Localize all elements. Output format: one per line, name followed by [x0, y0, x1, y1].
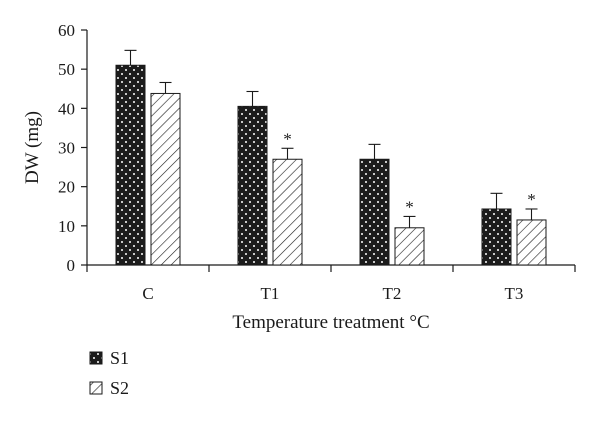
legend-swatch-s1 [89, 351, 103, 365]
y-tick-label: 20 [58, 178, 75, 197]
legend-swatch-s2 [89, 381, 103, 395]
y-tick-label: 30 [58, 139, 75, 158]
bar-s2-t1 [272, 158, 303, 266]
y-tick-label: 40 [58, 99, 75, 118]
x-axis-title: Temperature treatment °C [232, 312, 429, 333]
bar-s1-t3 [481, 208, 512, 266]
x-tick-label: T3 [505, 284, 524, 303]
legend-label-s2: S2 [110, 378, 129, 398]
significance-marker: * [405, 197, 414, 216]
significance-marker: * [527, 190, 536, 209]
y-tick-label: 60 [58, 21, 75, 40]
y-tick-label: 50 [58, 60, 75, 79]
significance-marker: * [283, 129, 292, 148]
bar-s1-c [115, 64, 146, 266]
legend-label-s1: S1 [110, 348, 129, 368]
bar-s2-c [150, 92, 181, 266]
x-tick-label: C [142, 284, 153, 303]
bar-s1-t1 [237, 105, 268, 266]
y-axis-title: DW (mg) [22, 111, 43, 184]
y-tick-label: 10 [58, 217, 75, 236]
bar-s1-t2 [359, 158, 390, 266]
bar-s2-t2 [394, 227, 425, 266]
bar-s2-t3 [516, 219, 547, 266]
x-tick-label: T2 [383, 284, 402, 303]
x-tick-label: T1 [261, 284, 280, 303]
y-tick-label: 0 [67, 256, 76, 275]
